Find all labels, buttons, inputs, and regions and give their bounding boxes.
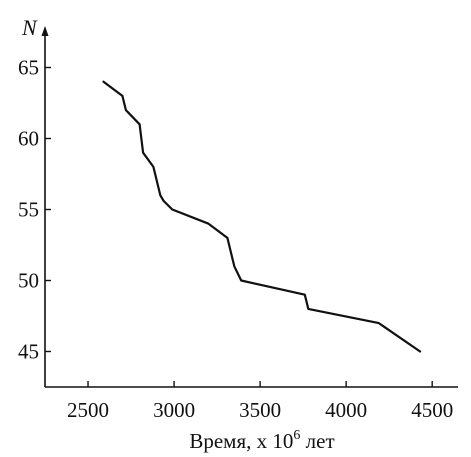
x-tick-label: 4000 bbox=[325, 398, 367, 422]
chart-series bbox=[102, 80, 422, 353]
y-ticks: 45 50 55 60 65 bbox=[18, 56, 51, 364]
series-line bbox=[102, 80, 422, 353]
x-axis-title-superscript: 6 bbox=[293, 428, 300, 443]
y-axis-title: N bbox=[21, 15, 38, 40]
x-axis-title: Время, х 106 лет bbox=[189, 428, 334, 453]
x-tick-label: 3000 bbox=[153, 398, 195, 422]
x-tick-label: 2500 bbox=[67, 398, 109, 422]
y-tick-label: 65 bbox=[18, 56, 39, 80]
y-tick-label: 55 bbox=[18, 198, 39, 222]
x-tick-label: 4500 bbox=[411, 398, 453, 422]
y-tick-label: 45 bbox=[18, 340, 39, 364]
y-axis-arrow-icon bbox=[41, 26, 49, 36]
y-tick-label: 50 bbox=[18, 269, 39, 293]
x-axis-title-main: Время, х 10 bbox=[189, 429, 293, 453]
x-tick-label: 3500 bbox=[239, 398, 281, 422]
x-axis-title-suffix: лет bbox=[300, 429, 334, 453]
chart-axes bbox=[41, 26, 458, 388]
x-ticks: 2500 3000 3500 4000 4500 bbox=[67, 381, 453, 422]
y-tick-label: 60 bbox=[18, 127, 39, 151]
